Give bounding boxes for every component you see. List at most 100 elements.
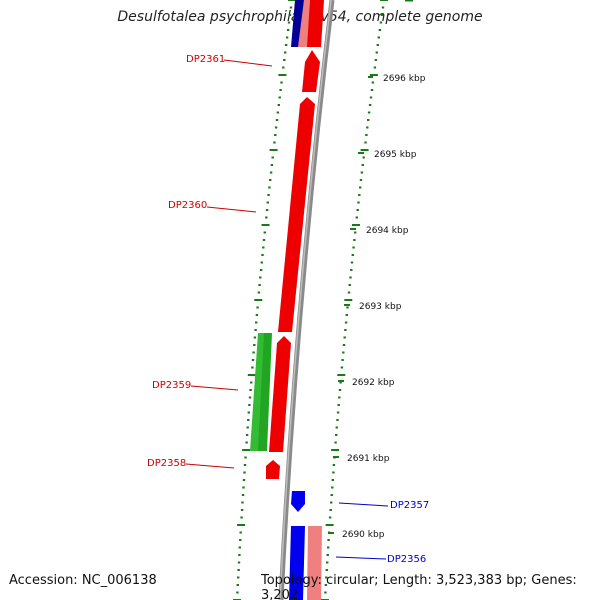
outer-tick-dot (324, 584, 328, 586)
gene-label-dp2358[interactable]: DP2358 (147, 458, 186, 469)
inner-tick-dot (263, 231, 266, 234)
outer-tick-dot (354, 231, 357, 234)
inner-tick-dot (238, 554, 241, 556)
inner-tick-dot (256, 306, 259, 309)
inner-tick-dot (242, 449, 251, 451)
outer-tick-dot (379, 21, 383, 24)
inner-tick-dot (259, 276, 262, 279)
rna-feature-a[interactable] (250, 333, 266, 451)
inner-tick-dot (269, 149, 278, 151)
outer-tick-dot (352, 246, 355, 249)
inner-tick-dot (239, 531, 242, 534)
outer-tick-dot (338, 389, 342, 391)
gene-label-dp2359[interactable]: DP2359 (152, 380, 191, 391)
outer-tick-dot (346, 306, 349, 309)
inner-tick-dot (245, 441, 248, 444)
backbone-line (278, 0, 335, 600)
inner-tick-dot (245, 434, 249, 436)
outer-tick-dot (367, 111, 371, 114)
gene-feature-top-red[interactable] (307, 0, 324, 47)
outer-tick-dot (375, 51, 378, 54)
gene-label-dp2361[interactable]: DP2361 (186, 54, 225, 65)
inner-tick-dot (271, 156, 274, 159)
inner-tick-dot (250, 381, 253, 384)
inner-tick-dot (236, 584, 239, 586)
outer-tick-dot (349, 276, 352, 279)
inner-tick-dot (261, 224, 270, 226)
inner-tick-dot (288, 0, 296, 1)
outer-tick-dot (378, 29, 382, 31)
gene-feature-dp2360[interactable] (278, 97, 315, 332)
kbp-tick-label: 2692 kbp (352, 378, 395, 388)
outer-tick-dot (325, 576, 328, 579)
outer-tick-dot (373, 66, 377, 69)
gene-feature-dp2361[interactable] (302, 50, 320, 92)
gene-label-dp2360[interactable]: DP2360 (168, 200, 207, 211)
leader-line-dp2360 (206, 206, 257, 213)
outer-tick-dot (350, 261, 354, 264)
outer-tick-dot (359, 179, 363, 181)
inner-tick-dot (237, 576, 240, 579)
gene-feature-dp2356[interactable] (289, 526, 305, 600)
gene-feature-pink-bottom[interactable] (307, 526, 322, 600)
outer-tick-dot (326, 554, 329, 556)
inner-tick-dot (243, 464, 247, 466)
inner-tick-dot (284, 51, 287, 54)
inner-tick-dot (287, 21, 291, 24)
inner-tick-dot (266, 201, 269, 204)
outer-tick-dot (327, 539, 330, 541)
leader-line-dp2359 (190, 385, 239, 391)
inner-tick-dot (257, 291, 261, 294)
gene-label-dp2356[interactable]: DP2356 (387, 554, 426, 565)
inner-tick-dot (247, 374, 256, 376)
gene-feature-dp2357[interactable] (291, 491, 305, 512)
inner-tick-dot (261, 254, 264, 256)
inner-tick-dot (243, 471, 246, 474)
outer-tick-dot (370, 89, 374, 91)
kbp-tick-label: 2696 kbp (383, 74, 426, 84)
accession-text: Accession: NC_006138 (9, 573, 157, 588)
outer-tick-dot (359, 186, 362, 189)
kbp-tick-label: 2695 kbp (374, 150, 417, 160)
outer-tick-dot (342, 351, 345, 354)
outer-tick-dot (380, 0, 388, 1)
inner-tick-dot (279, 89, 282, 91)
outer-tick-dot (332, 464, 336, 466)
inner-tick-dot (289, 6, 293, 9)
inner-tick-dot (240, 516, 243, 519)
outer-tick-dot (361, 164, 364, 166)
inner-tick-dot (259, 269, 263, 271)
kbp-tick-label: 2691 kbp (347, 454, 390, 464)
inner-tick-dot (286, 29, 290, 31)
outer-tick-dot (331, 449, 340, 451)
gene-feature-top-pink[interactable] (298, 0, 310, 47)
outer-tick-dot (355, 216, 358, 219)
outer-tick-dot (371, 81, 375, 84)
inner-tick-dot (237, 561, 241, 564)
outer-tick-dot (364, 141, 367, 144)
inner-tick-dot (284, 44, 288, 46)
inner-tick-dot (254, 329, 257, 331)
inner-tick-dot (240, 509, 244, 511)
outer-tick-dot (350, 269, 353, 271)
outer-tick-dot (348, 284, 351, 286)
inner-tick-dot (238, 546, 241, 549)
rna-feature-b[interactable] (258, 333, 272, 451)
gene-feature-dp2359[interactable] (269, 336, 291, 452)
outer-tick-dot (377, 36, 380, 39)
outer-tick-dot (330, 501, 333, 504)
outer-tick-dot (330, 494, 333, 496)
outer-tick-dot (351, 254, 354, 256)
outer-tick-dot (365, 134, 368, 136)
outer-tick-dot (353, 239, 356, 241)
kbp-tick-label: 2693 kbp (359, 302, 402, 312)
outer-tick-dot (344, 299, 353, 301)
outer-tick-dot (369, 74, 378, 76)
gene-feature-dp2358[interactable] (266, 460, 280, 479)
gene-label-dp2357[interactable]: DP2357 (390, 500, 429, 511)
inner-tick-dot (255, 321, 258, 324)
outer-tick-dot (342, 344, 346, 346)
inner-tick-dot (268, 186, 271, 189)
outer-tick-dot (360, 171, 364, 174)
